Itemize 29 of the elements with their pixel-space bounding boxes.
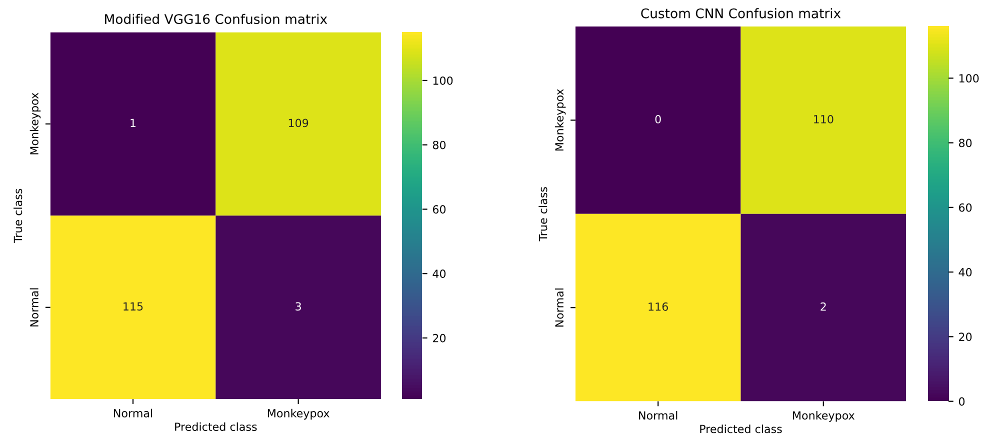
- data-label: 2: [820, 302, 826, 311]
- color-bar-label: 20: [959, 332, 972, 342]
- color-bar-label: 20: [432, 334, 446, 342]
- color-bar-label: 40: [958, 268, 972, 276]
- x-axis-title: Predicted class: [175, 422, 257, 431]
- x-tick-label: Normal: [114, 408, 152, 418]
- data-label: 115: [124, 302, 143, 311]
- chart-title: Modified VGG16 Confusion matrix: [105, 14, 328, 24]
- color-bar-label: 100: [433, 76, 453, 85]
- x-tick-label: Monkeypox: [268, 408, 330, 420]
- color-bar-label: 60: [959, 203, 972, 212]
- color-bar-label: 100: [959, 74, 979, 83]
- data-label: 3: [296, 302, 301, 311]
- color-bar-label: 0: [958, 397, 965, 406]
- x-tick-label: Monkeypox: [793, 411, 855, 422]
- color-bar-label: 80: [958, 138, 972, 148]
- data-label: 110: [814, 114, 834, 124]
- x-axis-title: Predicted class: [700, 424, 782, 434]
- y-axis-title: True class: [538, 187, 548, 242]
- color-bar-label: 80: [432, 140, 446, 150]
- color-bar-label: 40: [432, 270, 446, 278]
- y-axis-title: True class: [14, 188, 22, 244]
- x-tick-label: Normal: [639, 411, 678, 420]
- data-label: 0: [655, 114, 661, 124]
- color-bar-label: 60: [432, 205, 446, 214]
- data-label: 116: [648, 302, 668, 311]
- data-label: 1: [130, 118, 136, 127]
- chart-title: Custom CNN Confusion matrix: [641, 8, 841, 18]
- data-label: 109: [288, 118, 308, 128]
